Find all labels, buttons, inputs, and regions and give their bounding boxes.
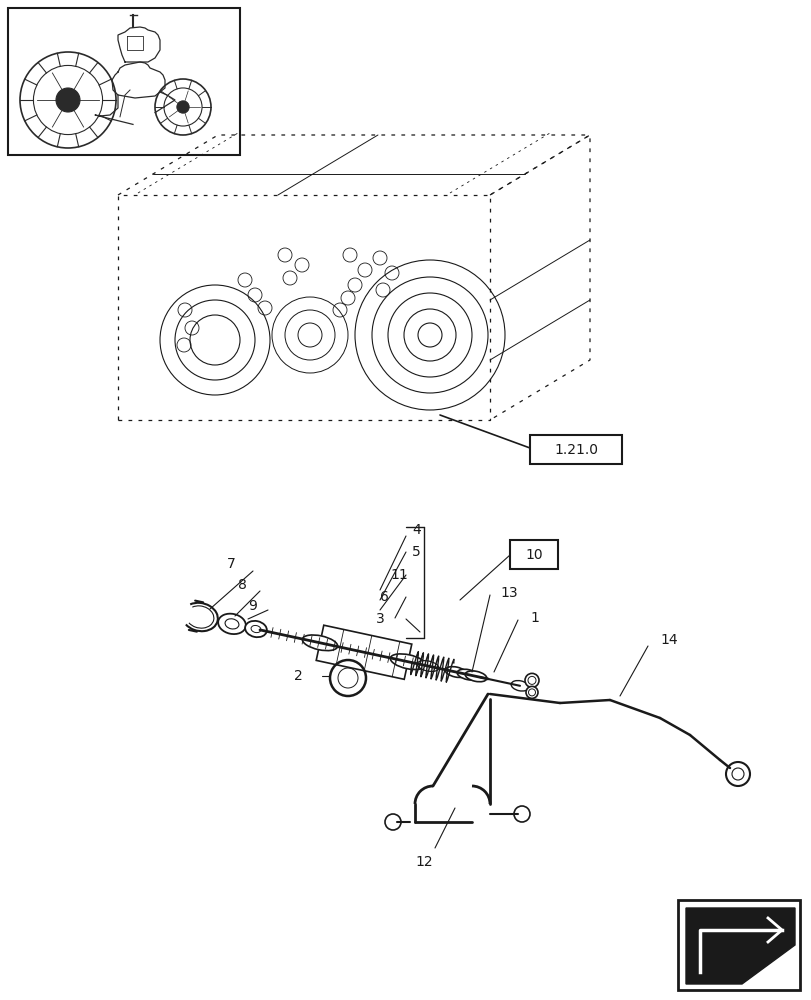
Circle shape	[725, 762, 749, 786]
Ellipse shape	[302, 635, 337, 651]
Ellipse shape	[390, 654, 425, 670]
Circle shape	[731, 768, 743, 780]
Text: 6: 6	[380, 590, 388, 604]
Text: 11: 11	[389, 568, 407, 582]
Polygon shape	[685, 908, 794, 984]
Text: 13: 13	[500, 586, 517, 600]
Ellipse shape	[218, 614, 246, 634]
Text: 4: 4	[411, 523, 420, 537]
Text: 9: 9	[247, 599, 256, 613]
Text: 14: 14	[659, 633, 677, 647]
Ellipse shape	[528, 689, 534, 696]
Circle shape	[177, 101, 189, 113]
Ellipse shape	[457, 669, 478, 680]
Polygon shape	[315, 625, 411, 679]
Ellipse shape	[510, 681, 528, 691]
Text: 1.21.0: 1.21.0	[553, 443, 597, 457]
Text: 2: 2	[294, 669, 303, 683]
Text: 7: 7	[227, 557, 235, 571]
Ellipse shape	[525, 673, 539, 687]
Ellipse shape	[245, 621, 267, 637]
Bar	[677, 900, 799, 990]
Circle shape	[384, 814, 401, 830]
Bar	[8, 8, 240, 155]
Text: 10: 10	[525, 548, 542, 562]
Ellipse shape	[417, 661, 438, 671]
Bar	[530, 435, 621, 464]
Ellipse shape	[251, 625, 260, 633]
Text: 8: 8	[238, 578, 247, 592]
Ellipse shape	[444, 667, 466, 677]
Text: 5: 5	[411, 545, 420, 559]
Ellipse shape	[225, 619, 238, 629]
Circle shape	[513, 806, 530, 822]
Text: 12: 12	[414, 855, 432, 869]
Ellipse shape	[465, 671, 487, 682]
Ellipse shape	[527, 676, 535, 684]
Circle shape	[56, 88, 80, 112]
Text: 1: 1	[530, 611, 539, 625]
Text: 3: 3	[375, 612, 384, 626]
Ellipse shape	[526, 686, 538, 698]
Bar	[509, 540, 557, 569]
